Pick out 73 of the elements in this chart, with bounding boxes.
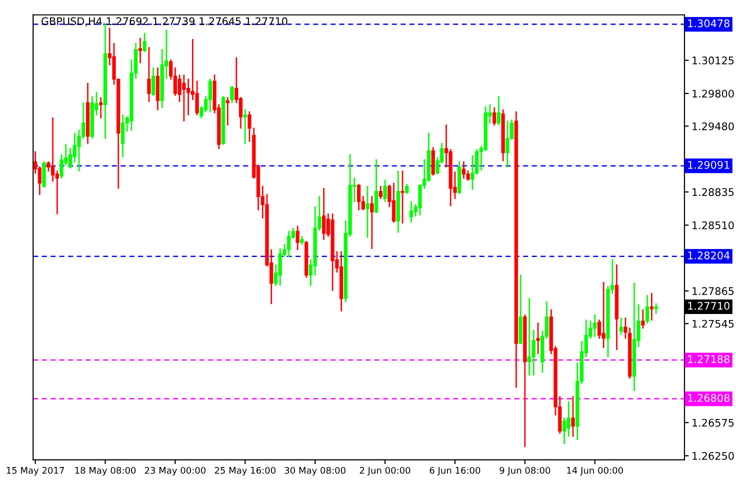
- candlestick: [147, 47, 151, 102]
- y-tick-label: 1.29800: [692, 90, 734, 98]
- candlestick: [641, 309, 645, 329]
- y-tick-label: 1.30125: [692, 56, 734, 64]
- ref-line-label: 1.27188: [688, 355, 730, 364]
- candlestick: [99, 97, 103, 118]
- y-tick-label: 1.28510: [692, 221, 734, 230]
- y-tick-label: 1.26575: [692, 418, 734, 427]
- ref-line-label: 1.29091: [688, 160, 730, 169]
- x-tick-label: 23 May 00:00: [144, 466, 206, 476]
- candlestick: [230, 86, 234, 104]
- candlestick: [496, 96, 501, 126]
- candlestick: [208, 78, 212, 112]
- ref-line-label: 1.28204: [688, 251, 730, 260]
- y-tick-label: 1.27545: [692, 320, 734, 328]
- x-tick-label: 2 Jun 00:00: [360, 466, 410, 476]
- candlestick: [243, 109, 247, 144]
- candlestick: [405, 184, 409, 194]
- candlestick: [138, 38, 142, 64]
- x-tick-label: 15 May 2017: [6, 466, 64, 476]
- x-tick-label: 9 Jun 08:00: [500, 466, 550, 476]
- x-tick-label: 14 Jun 00:00: [567, 466, 623, 476]
- candlestick: [356, 184, 361, 210]
- x-tick-label: 18 May 08:00: [75, 466, 136, 476]
- x-tick-label: 25 May 16:00: [214, 466, 276, 476]
- text: 1.27710: [688, 302, 730, 310]
- candlestick: [650, 293, 654, 320]
- candlestick: [322, 188, 326, 240]
- ref-line-label: 1.26808: [688, 394, 730, 402]
- candlestick: [339, 251, 344, 312]
- candlestick: [523, 314, 527, 447]
- candlestick: [462, 161, 466, 179]
- candlestick: [304, 241, 308, 278]
- candlestick: [370, 196, 374, 250]
- candlestick: [501, 109, 505, 162]
- candlestick: [120, 114, 125, 158]
- y-tick-label: 1.29480: [692, 122, 734, 130]
- candlestick: [156, 68, 160, 110]
- y-tick-label: 1.28835: [692, 188, 734, 196]
- chart-title: GBPUSD,H4 1.27692 1.27739 1.27645 1.27710: [42, 17, 288, 26]
- candlestick: [518, 274, 522, 344]
- candlestick: [103, 24, 108, 139]
- candlestick: [378, 186, 382, 199]
- candlestick: [226, 97, 230, 126]
- candlestick: [632, 282, 636, 391]
- candlestick: [409, 201, 414, 222]
- candlestick: [514, 111, 518, 388]
- candlestick: [458, 161, 462, 194]
- candlestick: [383, 180, 387, 202]
- y-tick-label: 1.26250: [692, 452, 734, 460]
- candlestick: [396, 170, 400, 233]
- x-tick-label: 6 Jun 16:00: [430, 466, 480, 476]
- candlestick: [42, 161, 46, 188]
- candlestick: [431, 147, 435, 176]
- candlestick: [221, 96, 226, 145]
- candlestick: [619, 318, 623, 335]
- ref-line-label: 1.30478: [688, 19, 730, 28]
- candlestick: [602, 282, 606, 348]
- candlestick: [86, 82, 90, 144]
- candlestick: [646, 295, 650, 324]
- candlestick: [142, 32, 146, 52]
- candlestick: [296, 226, 300, 250]
- candlestick: [152, 68, 156, 96]
- candlestick: [527, 298, 532, 376]
- candlestick: [571, 396, 575, 437]
- candlestick: [300, 236, 304, 245]
- x-tick-label: 30 May 08:00: [284, 466, 346, 476]
- candlestick: [654, 303, 658, 314]
- candlestick: [392, 182, 396, 222]
- candlestick: [614, 264, 619, 350]
- y-tick-label: 1.27865: [692, 287, 734, 296]
- candlestick: [374, 159, 378, 214]
- candlestick: [492, 107, 496, 126]
